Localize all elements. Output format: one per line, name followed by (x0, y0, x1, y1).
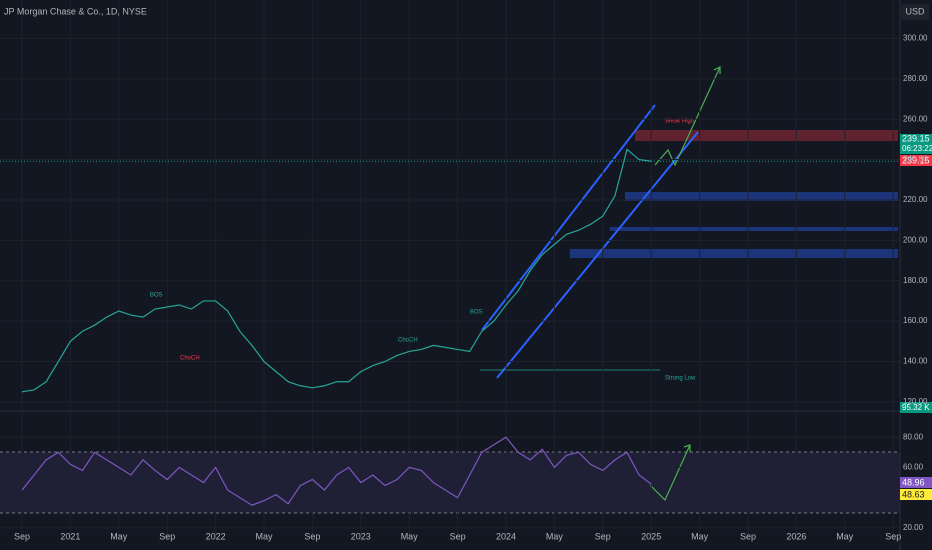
y-tick-label: 120.00 (903, 397, 928, 406)
countdown: 06:23:22 (902, 144, 932, 153)
x-tick-label: May (110, 531, 128, 541)
x-tick-label: Sep (740, 531, 756, 541)
annotation: Strong Low (665, 376, 696, 382)
volume-box (900, 402, 932, 413)
y-tick-label: 200.00 (903, 235, 928, 244)
demand-zone (610, 227, 898, 231)
last-price: 239.15 (902, 133, 930, 143)
y-tick-label: 300.00 (903, 33, 928, 42)
plot (0, 0, 900, 540)
last-price: 239.15 (902, 155, 930, 165)
volume-label: 95.32 K (902, 403, 930, 412)
annotation: ChoCH (398, 338, 418, 344)
price-box (900, 155, 932, 166)
y-tick-label: 60.00 (903, 463, 924, 472)
axis-column (900, 0, 932, 550)
x-tick-label: Sep (14, 531, 30, 541)
price-box (900, 134, 932, 154)
channel-top (481, 104, 656, 331)
rsi-ma-box (900, 489, 932, 500)
chart-title: JP Morgan Chase & Co., 1D, NYSE (4, 6, 147, 16)
supply-zone (635, 130, 898, 141)
rsi-band (0, 452, 900, 513)
rsi-last: 48.96 (902, 477, 925, 487)
y-tick-label: 220.00 (903, 195, 928, 204)
annotation: Weak High (665, 119, 694, 125)
x-tick-label: May (836, 531, 854, 541)
x-tick-label: 2023 (351, 531, 371, 541)
arrow-head (683, 444, 691, 452)
y-tick-label: 140.00 (903, 357, 928, 366)
annotation: BOS (470, 310, 483, 316)
y-tick-label: 260.00 (903, 114, 928, 123)
y-tick-label: 180.00 (903, 276, 928, 285)
rsi-projection-arrow (649, 444, 691, 502)
annotation: ChoCH (180, 356, 200, 362)
rsi-box (900, 477, 932, 488)
x-tick-label: Sep (304, 531, 320, 541)
x-tick-label: 2026 (786, 531, 806, 541)
y-tick-label: 240.00 (903, 155, 928, 164)
y-tick-label: 280.00 (903, 74, 928, 83)
x-tick-label: Sep (595, 531, 611, 541)
channel-bottom (496, 131, 699, 379)
projection-arrow (654, 66, 721, 167)
series-line (21, 148, 652, 393)
series-line (21, 436, 652, 506)
x-tick-label: Sep (450, 531, 466, 541)
currency: USD (905, 6, 925, 16)
x-tick-label: 2024 (496, 531, 516, 541)
demand-zone (570, 249, 898, 258)
x-tick-label: Sep (159, 531, 175, 541)
x-tick-label: May (691, 531, 709, 541)
demand-zone (625, 192, 898, 201)
x-tick-label: 2025 (641, 531, 661, 541)
y-tick-label: 160.00 (903, 316, 928, 325)
arrow-head (713, 66, 721, 74)
x-tick-label: May (401, 531, 419, 541)
rsi-ma-last: 48.63 (902, 489, 925, 499)
x-tick-label: Sep (885, 531, 901, 541)
annotation: BOS (150, 293, 163, 299)
x-tick-label: May (546, 531, 564, 541)
currency-box (901, 4, 929, 20)
y-tick-label: 20.00 (903, 523, 924, 532)
x-tick-label: 2022 (206, 531, 226, 541)
y-tick-label: 80.00 (903, 432, 924, 441)
x-tick-label: May (255, 531, 273, 541)
x-tick-label: 2021 (60, 531, 80, 541)
